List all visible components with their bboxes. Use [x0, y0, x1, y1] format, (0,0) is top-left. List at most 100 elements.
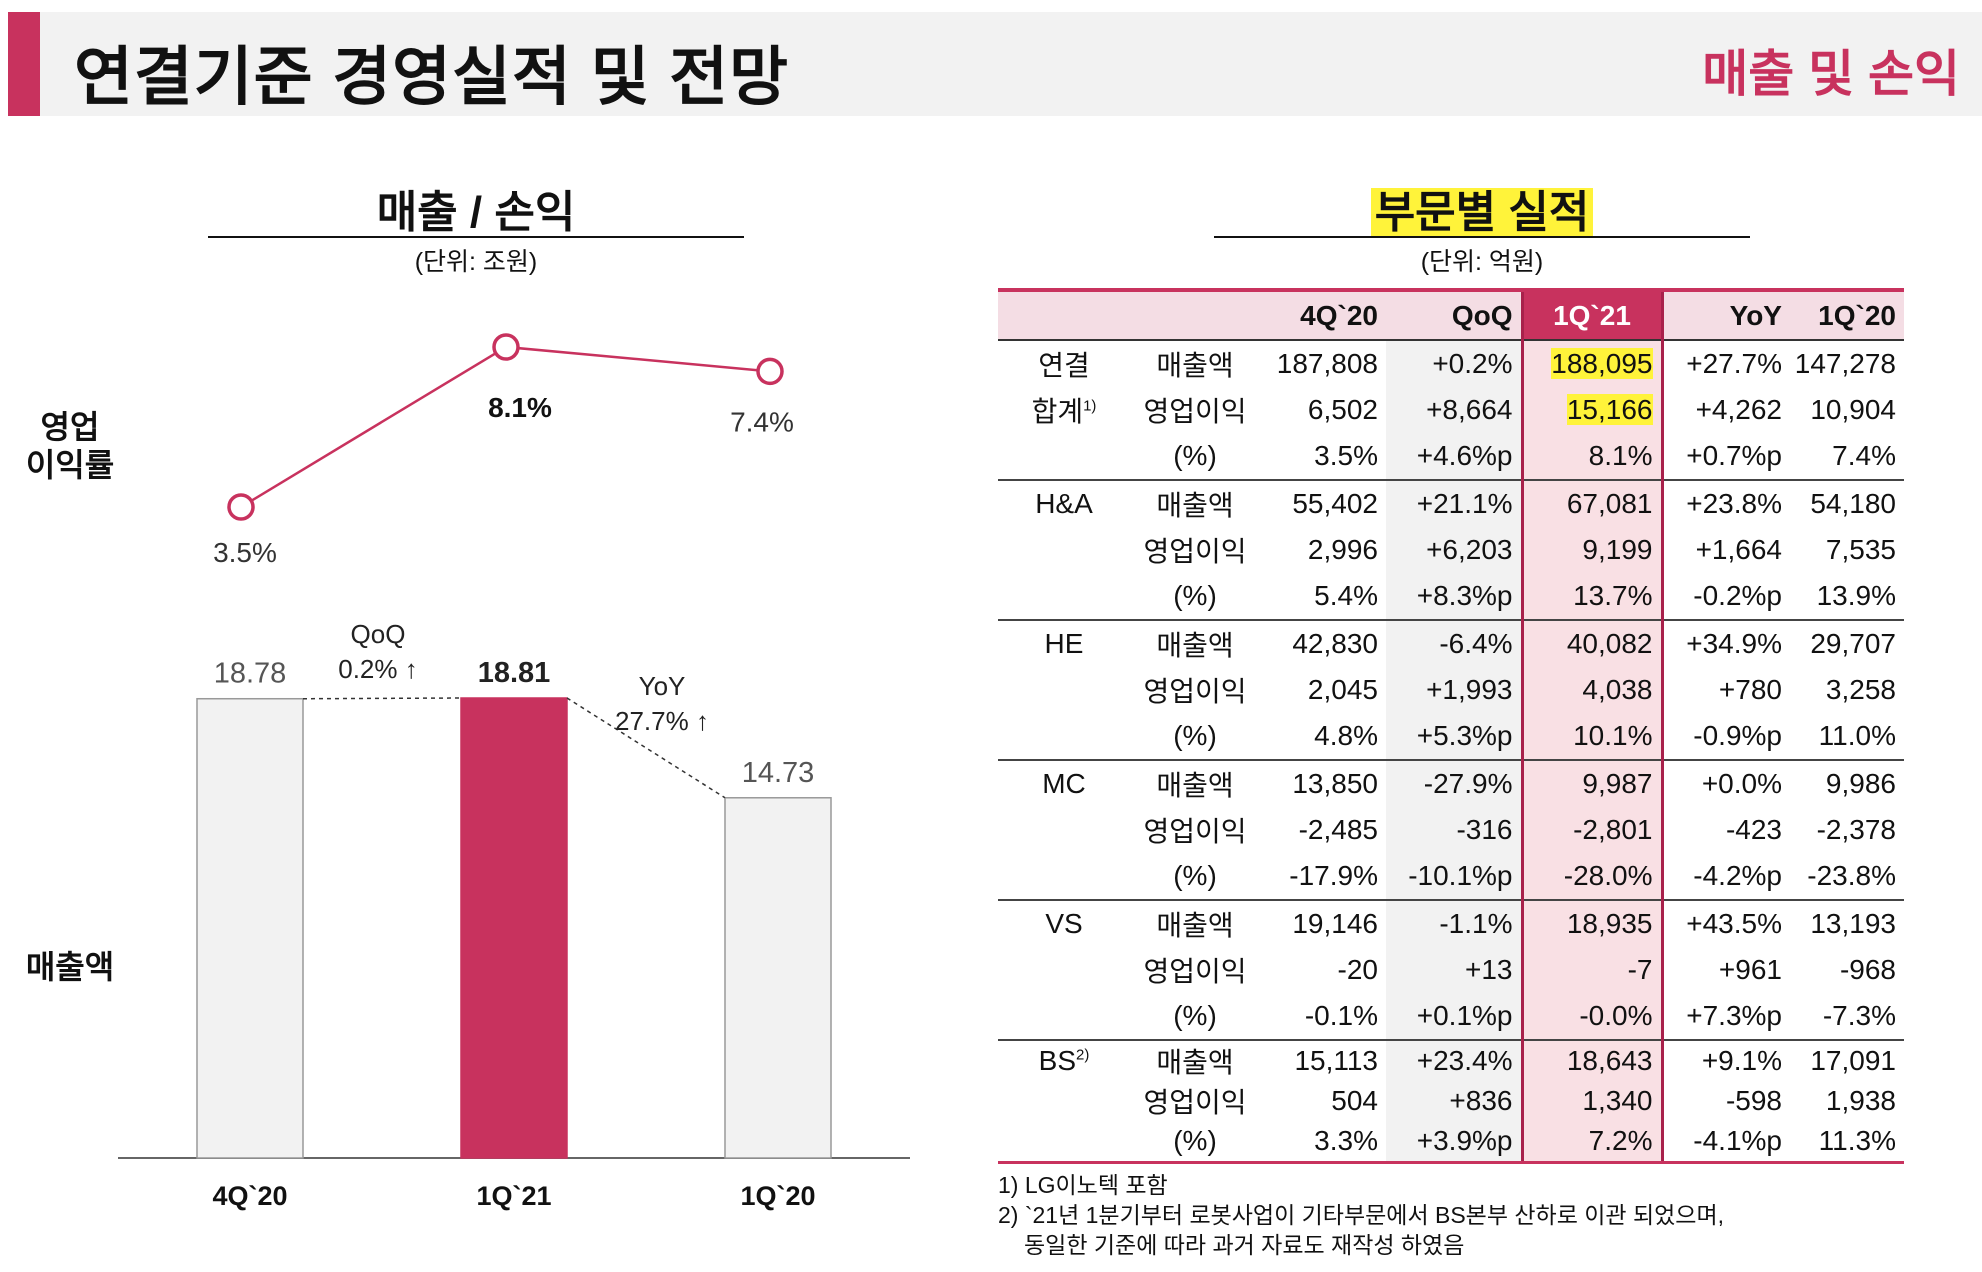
value-qoq: +5.3%p: [1386, 713, 1522, 761]
header-4q20: 4Q`20: [1260, 288, 1386, 341]
segment-name: MC: [998, 760, 1130, 807]
segment-name: 합계1): [998, 387, 1130, 433]
value-qoq: +23.4%: [1386, 1040, 1522, 1081]
table-row: 연결 매출액 187,808 +0.2% 188,095 +27.7% 147,278: [998, 340, 1904, 387]
value-1q20: 11.3%: [1790, 1121, 1904, 1164]
header-segment: [998, 288, 1130, 341]
value-qoq: +8.3%p: [1386, 573, 1522, 621]
value-1q21: 9,199: [1520, 527, 1664, 573]
value-1q21: 18,935: [1520, 900, 1664, 947]
value-yoy: +7.3%p: [1662, 993, 1790, 1041]
value-1q21: 10.1%: [1520, 713, 1664, 761]
value-qoq: +836: [1386, 1081, 1522, 1121]
value-1q21: -7: [1520, 947, 1664, 993]
yoy-annotation-title: YoY: [639, 671, 686, 701]
segment-name: BS2): [998, 1040, 1130, 1081]
value-4q20: 2,045: [1307, 674, 1378, 705]
table-row: (%) 3.5% +4.6%p 8.1% +0.7%p 7.4%: [998, 433, 1904, 481]
margin-point: [492, 333, 520, 361]
item-label: (%): [1130, 433, 1260, 481]
value-qoq: -27.9%: [1386, 760, 1522, 807]
value-1q20: 13.9%: [1790, 573, 1904, 621]
segment-name: HE: [998, 620, 1130, 667]
value-1q21: -28.0%: [1520, 853, 1664, 901]
value-4q20: 3.3%: [1260, 1121, 1386, 1164]
item-label: 영업이익: [1143, 816, 1247, 847]
table-row: 영업이익 -2,485 -316 -2,801 -423 -2,378: [998, 807, 1904, 853]
table-row: BS2) 매출액 15,113 +23.4% 18,643 +9.1% 17,091: [998, 1040, 1904, 1081]
segment-name: 연결: [998, 340, 1130, 387]
qoq-connector: [302, 697, 462, 700]
segment-name: [998, 713, 1130, 761]
item-label: 매출액: [1156, 630, 1234, 661]
value-4q20: -17.9%: [1260, 853, 1386, 901]
category-label: 1Q`21: [476, 1181, 551, 1211]
value-qoq: +3.9%p: [1386, 1121, 1522, 1164]
sales-value-label: 18.78: [214, 658, 287, 690]
item-label: 매출액: [1156, 490, 1234, 521]
value-qoq: +0.2%: [1386, 340, 1522, 387]
item-label: (%): [1130, 713, 1260, 761]
right-section-title: 부문별 실적: [1214, 176, 1750, 240]
margin-axis-label-line2: 이익률: [25, 447, 115, 483]
value-yoy: +961: [1718, 954, 1782, 985]
segment-name: [998, 1121, 1130, 1164]
table-row: (%) 5.4% +8.3%p 13.7% -0.2%p 13.9%: [998, 573, 1904, 621]
table-row: VS 매출액 19,146 -1.1% 18,935 +43.5% 13,193: [998, 900, 1904, 947]
table-row: H&A 매출액 55,402 +21.1% 67,081 +23.8% 54,180: [998, 480, 1904, 527]
value-yoy: +780: [1718, 674, 1782, 705]
segment-name: [998, 993, 1130, 1041]
segment-name: [998, 947, 1130, 993]
header-item: [1130, 288, 1260, 341]
footnotes: 1) LG이노텍 포함 2) `21년 1분기부터 로봇사업이 기타부문에서 B…: [998, 1170, 1724, 1260]
highlighted-value: 15,166: [1566, 394, 1653, 425]
margin-value-label: 3.5%: [213, 537, 277, 568]
item-label: (%): [1130, 853, 1260, 901]
left-title-underline: [208, 236, 744, 238]
yoy-connector: [566, 697, 726, 799]
segment-name-text: 연결: [1038, 350, 1090, 381]
value-4q20: 15,113: [1294, 1045, 1378, 1076]
table-row: MC 매출액 13,850 -27.9% 9,987 +0.0% 9,986: [998, 760, 1904, 807]
value-1q21: 4,038: [1520, 667, 1664, 713]
value-qoq: +0.1%p: [1386, 993, 1522, 1041]
value-yoy: +27.7%: [1686, 348, 1782, 379]
footnote-marker: 1): [1083, 397, 1097, 415]
segment-name-text: MC: [1042, 768, 1086, 799]
value-qoq: +21.1%: [1386, 480, 1522, 527]
table-body: 연결 매출액 187,808 +0.2% 188,095 +27.7% 147,278 합계1…: [998, 340, 1904, 1164]
yoy-annotation-value: 27.7% ↑: [615, 706, 709, 736]
highlighted-value: 188,095: [1551, 348, 1653, 379]
category-label: 1Q`20: [740, 1181, 815, 1211]
header-accent-bar: [8, 12, 40, 116]
segment-name: [998, 433, 1130, 481]
sales-bar: [460, 697, 568, 1159]
item-label: 영업이익: [1143, 1087, 1247, 1118]
value-yoy: +9.1%: [1701, 1045, 1782, 1076]
segment-name: [998, 527, 1130, 573]
value-1q21: -0.0%: [1520, 993, 1664, 1041]
value-1q20: 7,535: [1825, 534, 1896, 565]
value-1q20: 17,091: [1810, 1045, 1896, 1076]
value-qoq: +13: [1386, 947, 1522, 993]
segment-results-table: 4Q`20 QoQ 1Q`21 YoY 1Q`20 연결 매출액 187,808 +0…: [998, 288, 1904, 1164]
sales-value-label: 14.73: [742, 757, 815, 789]
value-qoq: +4.6%p: [1386, 433, 1522, 481]
value-qoq: +8,664: [1386, 387, 1522, 433]
value-1q21: 67,081: [1520, 480, 1664, 527]
value-1q21: -2,801: [1520, 807, 1664, 853]
value-4q20: 6,502: [1307, 394, 1378, 425]
value-1q20: 7.4%: [1790, 433, 1904, 481]
value-1q21: 9,987: [1520, 760, 1664, 807]
segment-name: [998, 667, 1130, 713]
sales-axis-label: 매출액: [25, 949, 115, 985]
table-row: HE 매출액 42,830 -6.4% 40,082 +34.9% 29,707: [998, 620, 1904, 667]
value-yoy: -598: [1725, 1085, 1782, 1116]
item-label: 매출액: [1156, 770, 1234, 801]
header-yoy: YoY: [1662, 288, 1790, 341]
margin-value-label: 8.1%: [488, 392, 552, 423]
item-label: 영업이익: [1143, 536, 1247, 567]
margin-series-line: [240, 345, 771, 509]
value-1q20: -7.3%: [1790, 993, 1904, 1041]
value-4q20: -2,485: [1298, 814, 1378, 845]
